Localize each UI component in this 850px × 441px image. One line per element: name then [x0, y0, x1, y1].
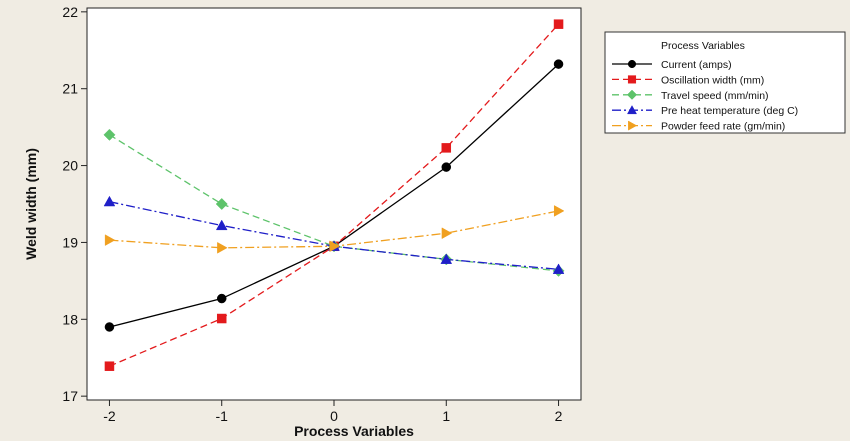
legend-item: Pre heat temperature (deg C): [612, 105, 798, 117]
data-point: [103, 128, 116, 141]
legend-item: Current (amps): [612, 59, 732, 71]
x-axis-title: Process Variables: [294, 423, 414, 439]
axes: 17 18 19 20 21 22 -2 -1 0 1 2: [62, 4, 562, 424]
legend-swatch-marker: [628, 120, 638, 131]
data-point: [553, 19, 564, 29]
data-point: [104, 234, 116, 246]
data-point: [552, 263, 565, 274]
legend-label: Travel speed (mm/min): [661, 90, 769, 102]
y-tick-label: 17: [62, 388, 78, 404]
legend-swatch-marker: [627, 105, 637, 115]
x-tick-label: -1: [216, 408, 229, 424]
legend-swatch-marker: [627, 59, 637, 69]
x-tick-label: 1: [442, 408, 450, 424]
series-layer: [103, 19, 565, 371]
y-tick-label: 21: [62, 81, 78, 97]
legend-label: Powder feed rate (gm/min): [661, 121, 785, 133]
legend-swatch-marker: [627, 75, 637, 84]
y-tick-label: 18: [62, 311, 78, 327]
legend-label: Pre heat temperature (deg C): [661, 105, 798, 117]
y-axis-title: Weld width (mm): [23, 148, 39, 260]
legend-items: Current (amps) Oscillation width (mm) Trav…: [612, 59, 798, 133]
legend-label: Current (amps): [661, 59, 732, 71]
data-point: [553, 59, 564, 69]
legend-swatch-marker: [626, 89, 638, 100]
data-point: [104, 322, 115, 332]
x-tick-label: 0: [330, 408, 338, 424]
x-tick-label: -2: [103, 408, 116, 424]
data-point: [216, 293, 227, 304]
data-point: [216, 313, 227, 324]
legend-item: Oscillation width (mm): [612, 74, 764, 86]
series-5: [104, 205, 565, 254]
legend-item: Travel speed (mm/min): [612, 89, 769, 102]
legend: Process Variables Current (amps) Oscillat…: [604, 31, 846, 134]
data-point: [217, 241, 228, 254]
data-point: [441, 162, 452, 172]
data-point: [441, 227, 453, 240]
y-tick-label: 20: [62, 158, 78, 174]
data-point: [104, 361, 115, 371]
legend-item: Powder feed rate (gm/min): [612, 121, 785, 133]
x-tick-label: 2: [555, 408, 563, 424]
data-point: [329, 240, 340, 253]
legend-title: Process Variables: [661, 40, 745, 52]
data-point: [215, 219, 228, 231]
y-tick-label: 19: [62, 234, 78, 250]
legend-box: [604, 31, 846, 134]
legend-label: Oscillation width (mm): [661, 74, 764, 86]
data-point: [553, 205, 565, 217]
data-point: [440, 253, 453, 264]
data-point: [215, 198, 228, 210]
y-tick-label: 22: [62, 4, 78, 20]
data-point: [441, 143, 452, 153]
plot-area: [86, 7, 582, 401]
data-point: [103, 195, 116, 207]
